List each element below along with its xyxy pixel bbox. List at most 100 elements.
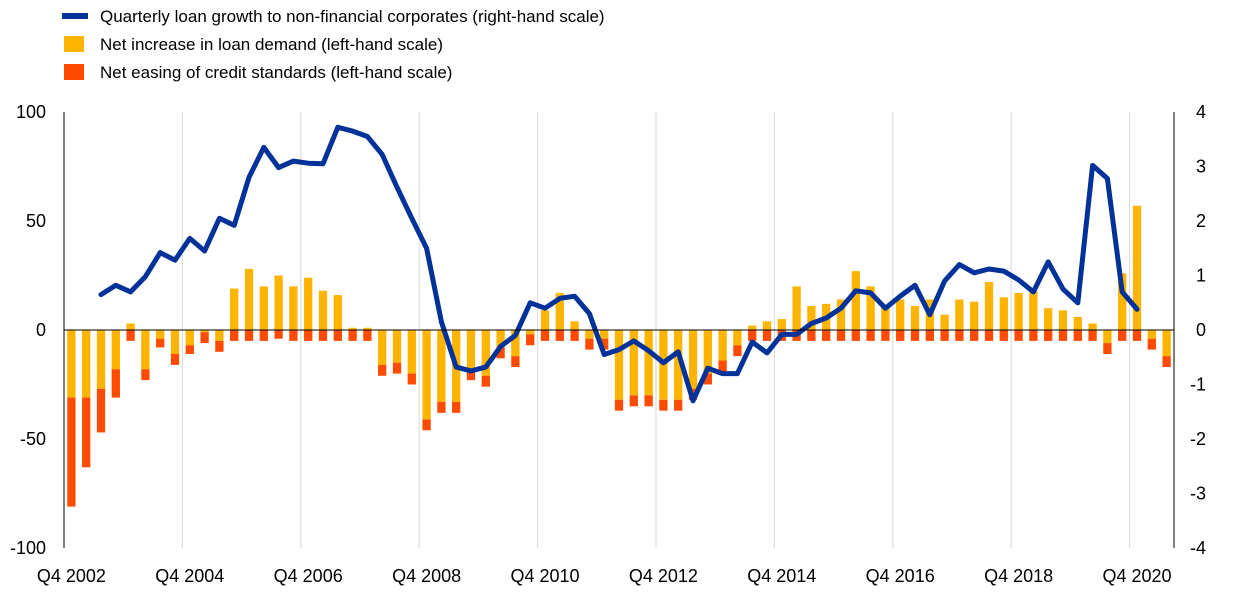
legend-label-standards: Net easing of credit standards (left-han…: [100, 63, 452, 82]
bar-demand-11: [230, 289, 238, 330]
bar-demand-2: [97, 330, 105, 389]
bar-demand-35: [585, 330, 593, 339]
bar-standards-54: [866, 330, 874, 341]
x-tick-label-4: Q4 2010: [510, 566, 579, 586]
x-tick-label-7: Q4 2016: [866, 566, 935, 586]
bar-standards-7: [171, 354, 179, 365]
right-tick-label-5: -1: [1190, 375, 1206, 395]
bar-demand-65: [1029, 291, 1037, 330]
bar-demand-74: [1162, 330, 1170, 356]
bar-standards-40: [659, 400, 667, 411]
bar-demand-73: [1148, 330, 1156, 339]
bar-demand-6: [156, 330, 164, 339]
bar-standards-18: [334, 330, 342, 341]
bar-standards-71: [1118, 330, 1126, 341]
x-tick-label-5: Q4 2012: [629, 566, 698, 586]
bar-demand-34: [570, 321, 578, 330]
bar-demand-66: [1044, 308, 1052, 330]
bar-demand-49: [792, 286, 800, 330]
right-tick-label-1: 3: [1196, 157, 1206, 177]
bar-demand-7: [171, 330, 179, 354]
bar-demand-5: [141, 330, 149, 369]
bar-standards-67: [1059, 330, 1067, 341]
bar-standards-53: [852, 330, 860, 341]
bar-standards-62: [985, 330, 993, 341]
right-tick-label-7: -3: [1190, 484, 1206, 504]
legend-label-line: Quarterly loan growth to non-financial c…: [100, 7, 605, 26]
left-tick-label-0: 100: [16, 102, 46, 122]
bar-demand-45: [733, 330, 741, 345]
bar-demand-60: [955, 299, 963, 330]
bar-standards-59: [940, 330, 948, 341]
bar-standards-2: [97, 389, 105, 433]
bar-standards-44: [718, 361, 726, 372]
bar-demand-14: [274, 276, 282, 331]
bar-demand-16: [304, 278, 312, 330]
bar-demand-68: [1074, 317, 1082, 330]
bar-demand-12: [245, 269, 253, 330]
legend-swatch-demand: [64, 36, 84, 52]
bar-standards-72: [1133, 330, 1141, 341]
legend: Quarterly loan growth to non-financial c…: [62, 7, 605, 82]
bar-standards-68: [1074, 330, 1082, 341]
bar-demand-46: [748, 326, 756, 330]
bar-demand-13: [260, 286, 268, 330]
bar-demand-4: [126, 323, 134, 330]
bar-demand-47: [763, 321, 771, 330]
bar-standards-12: [245, 330, 253, 341]
bar-standards-5: [141, 369, 149, 380]
bar-standards-61: [970, 330, 978, 341]
bar-demand-17: [319, 291, 327, 330]
bar-demand-32: [541, 310, 549, 330]
bar-standards-74: [1162, 356, 1170, 367]
bar-standards-45: [733, 345, 741, 356]
bar-demand-70: [1103, 330, 1111, 343]
x-tick-label-1: Q4 2004: [155, 566, 224, 586]
bar-standards-65: [1029, 330, 1037, 341]
bar-standards-58: [926, 330, 934, 341]
bar-standards-66: [1044, 330, 1052, 341]
bar-standards-13: [260, 330, 268, 341]
bar-standards-56: [896, 330, 904, 341]
right-tick-label-2: 2: [1196, 211, 1206, 231]
bar-demand-67: [1059, 310, 1067, 330]
bar-demand-42: [689, 330, 697, 389]
bar-standards-39: [644, 395, 652, 406]
bar-demand-36: [600, 330, 608, 339]
bar-standards-51: [822, 330, 830, 341]
bar-demand-56: [896, 299, 904, 330]
bar-standards-6: [156, 339, 164, 348]
bar-standards-0: [67, 398, 75, 507]
bar-demand-23: [408, 330, 416, 374]
x-tick-label-2: Q4 2006: [274, 566, 343, 586]
bar-standards-4: [126, 330, 134, 341]
bar-demand-21: [378, 330, 386, 365]
bar-demand-31: [526, 330, 534, 334]
bar-standards-32: [541, 330, 549, 341]
bar-standards-31: [526, 334, 534, 345]
bar-standards-35: [585, 339, 593, 350]
bar-standards-16: [304, 330, 312, 341]
bar-demand-15: [289, 286, 297, 330]
bar-demand-48: [778, 319, 786, 330]
x-tick-label-0: Q4 2002: [37, 566, 106, 586]
x-tick-label-8: Q4 2018: [984, 566, 1053, 586]
bar-standards-22: [393, 363, 401, 374]
x-tick-label-3: Q4 2008: [392, 566, 461, 586]
bar-demand-64: [1014, 293, 1022, 330]
bar-standards-47: [763, 330, 771, 341]
bar-standards-50: [807, 330, 815, 341]
bar-demand-63: [1000, 297, 1008, 330]
bar-standards-28: [482, 376, 490, 387]
bar-standards-57: [911, 330, 919, 341]
bar-standards-25: [437, 402, 445, 413]
bar-standards-15: [289, 330, 297, 341]
left-tick-label-1: 50: [26, 211, 46, 231]
bar-standards-73: [1148, 339, 1156, 350]
bar-standards-60: [955, 330, 963, 341]
legend-swatch-line: [62, 13, 88, 19]
bar-demand-1: [82, 330, 90, 398]
bar-demand-24: [422, 330, 430, 419]
x-tick-label-9: Q4 2020: [1102, 566, 1171, 586]
